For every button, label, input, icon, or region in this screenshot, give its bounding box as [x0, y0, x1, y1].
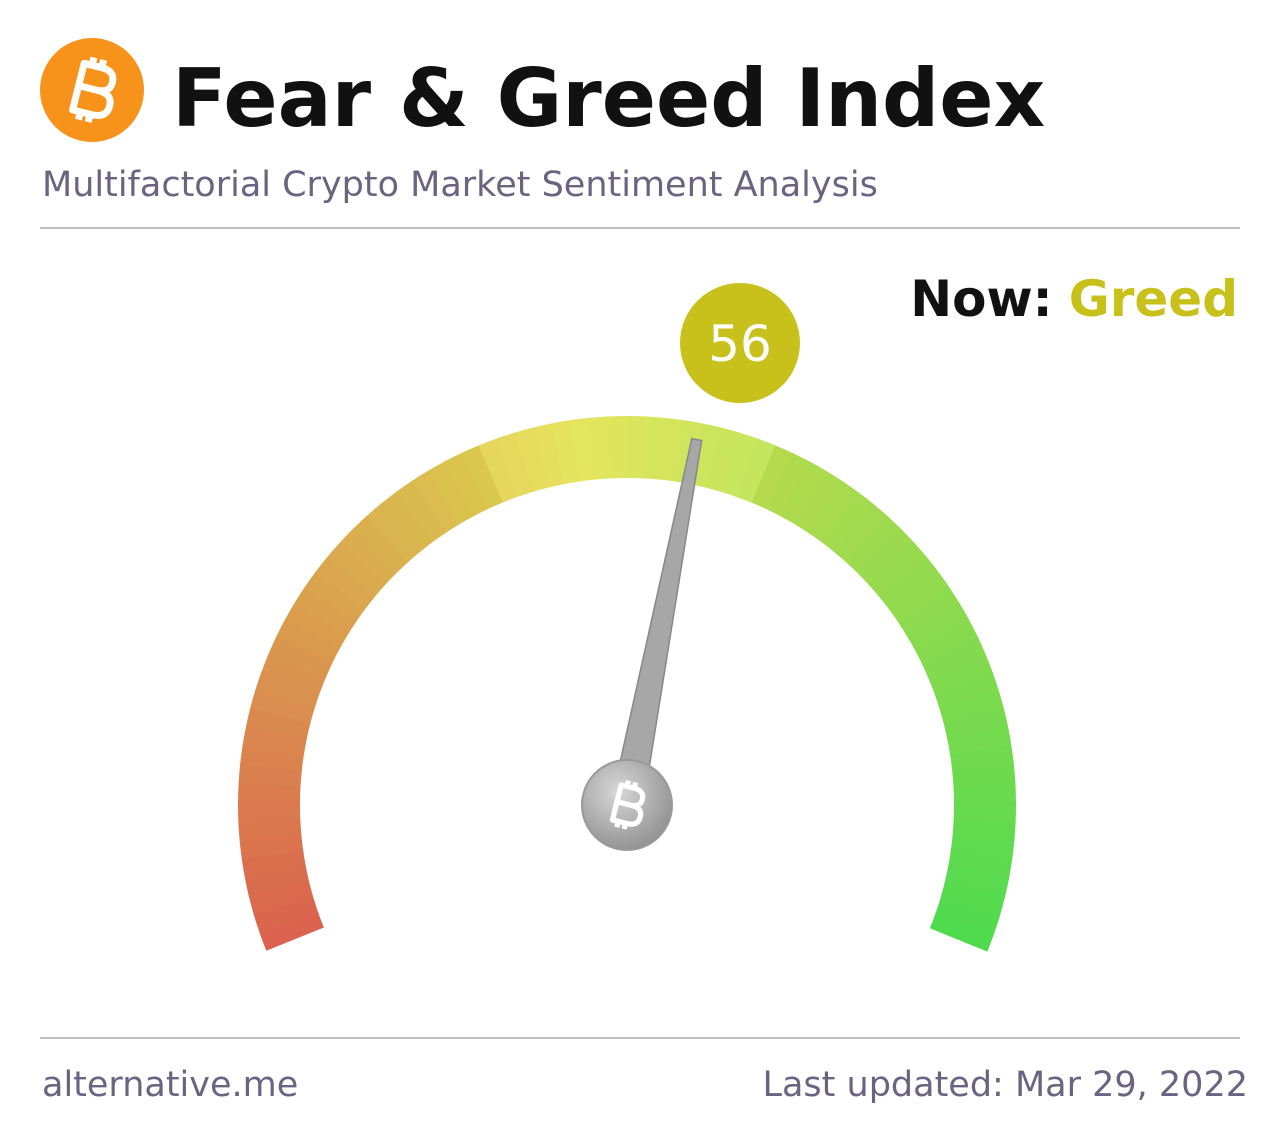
subtitle: Multifactorial Crypto Market Sentiment A…	[42, 165, 878, 205]
gauge-arc-segment	[642, 416, 666, 480]
gauge-arc-segment	[284, 602, 348, 650]
gauge-arc-segment	[304, 571, 366, 623]
classification: Greed	[1069, 270, 1238, 328]
gauge-arc-segment	[248, 881, 314, 915]
gauge-arc-segment	[929, 912, 995, 952]
gauge-arc-segment	[953, 783, 1016, 804]
gauge-arc-segment	[898, 587, 961, 637]
gauge-arc-segment	[366, 502, 421, 562]
gauge-arc-segment	[888, 571, 951, 623]
hub-bitcoin-shape	[609, 782, 646, 827]
gauge-arc-segment	[244, 865, 310, 897]
gauge-arc-segment	[950, 834, 1015, 861]
gauge-arc-segment	[268, 636, 333, 679]
title: Fear & Greed Index	[172, 52, 1045, 145]
gauge-arc-segment	[315, 556, 376, 610]
gauge-arc-segment	[921, 636, 986, 680]
gauge-arc-segment	[240, 744, 304, 771]
gauge-arc-segment	[478, 438, 519, 503]
gauge-arc-segment	[940, 881, 1006, 916]
gauge-arc-segment	[242, 725, 307, 755]
gauge-arc-segment	[239, 833, 304, 860]
gauge-arc-segment	[952, 764, 1016, 788]
source: alternative.me	[42, 1065, 298, 1105]
gauge-arc-segment	[339, 528, 398, 585]
gauge-arc-segment	[821, 491, 874, 553]
gauge-arc-segment	[948, 850, 1013, 879]
hub-bitcoin-icon	[609, 779, 646, 830]
gauge-arc-segment	[943, 708, 1009, 741]
gauge-arc-segment	[238, 801, 301, 822]
gauge-arc-segment	[532, 423, 565, 488]
gauge-arc-segment	[496, 432, 534, 497]
gauge-arc-segment	[276, 619, 340, 664]
gauge-arc-segment	[807, 480, 859, 543]
gauge-arc-segment	[589, 416, 612, 480]
gauge-arc-segment	[570, 417, 596, 482]
gauge-arc-segment	[953, 802, 1016, 823]
gauge-arc-segment	[906, 603, 970, 651]
gauge-arc-segment	[253, 896, 319, 933]
gauge-arc-segment	[514, 427, 549, 492]
gauge-arc-segment	[658, 417, 685, 482]
gauge-arc-segment	[294, 586, 357, 636]
gauge-arc-segment	[845, 515, 902, 574]
value-label: 56	[708, 315, 772, 373]
gauge-arc-segment	[607, 416, 628, 479]
gauge-arc-segment	[255, 671, 320, 709]
gauge-arc-segment	[352, 515, 409, 573]
gauge-arc-segment	[327, 541, 387, 597]
gauge-arc-segment	[952, 818, 1016, 842]
gauge-arc-segment	[939, 689, 1005, 725]
gauge-arc-segment	[261, 653, 326, 694]
gauge-arc-segment	[766, 453, 811, 517]
gauge-arc-segment	[250, 689, 315, 724]
now-label: Now:	[910, 270, 1052, 328]
gauge-arc-segment	[259, 911, 324, 951]
gauge-arc-segment	[690, 423, 723, 488]
gauge-arc-segment	[721, 432, 759, 498]
gauge-arc-segment	[396, 480, 447, 542]
gauge-arc-segment	[736, 438, 777, 503]
gauge-arc-segment	[914, 619, 979, 665]
gauge-arc-segment	[461, 444, 504, 510]
gauge-arc-segment	[780, 461, 828, 525]
value-badge	[680, 283, 800, 403]
gauge-arc-segment	[878, 557, 940, 610]
gauge-arc-segment	[928, 654, 993, 694]
gauge-arc-segment	[411, 470, 461, 533]
gauge-arc-segment	[238, 782, 301, 803]
gauge-arc-segment	[868, 542, 928, 598]
hub-bitcoin-strokes	[614, 779, 639, 830]
gauge-arc-segment	[857, 528, 915, 586]
gauge-arc-segment	[706, 427, 741, 493]
gauge-arc-segment	[751, 445, 794, 510]
gauge-arc-segment	[381, 491, 434, 552]
gauge-arc-segment	[833, 503, 888, 563]
gauge: 56	[238, 283, 1016, 952]
bitcoin-logo	[40, 38, 144, 142]
gauge-arc-segment	[934, 671, 999, 710]
gauge-arc-segment	[245, 707, 311, 740]
gauge-arc-segment	[444, 452, 489, 517]
last-updated: Last updated: Mar 29, 2022	[762, 1065, 1248, 1105]
gauge-arc-segment	[238, 763, 302, 787]
gauge-arc-segment	[950, 745, 1014, 772]
gauge-arc-segment	[944, 866, 1010, 898]
gauge-arc-segment	[627, 416, 647, 479]
gauge-arc-segment	[427, 461, 475, 525]
gauge-arc-segment	[238, 817, 302, 841]
gauge-arc-segment	[935, 897, 1001, 934]
gauge-arc-segment	[794, 470, 844, 534]
